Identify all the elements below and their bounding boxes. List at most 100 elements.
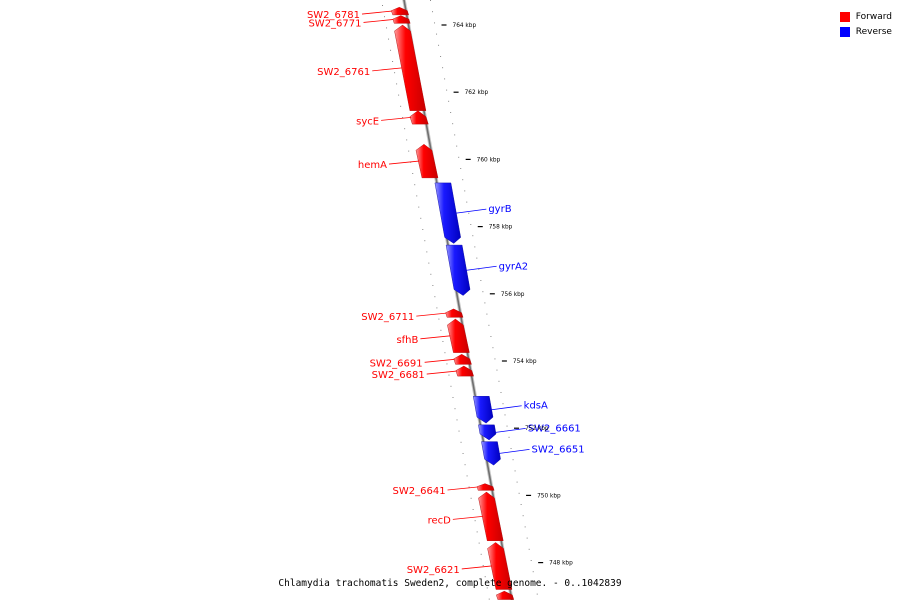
- minor-tick: [452, 397, 454, 398]
- gene-sycE[interactable]: sycE: [356, 110, 429, 128]
- gene-hemA[interactable]: hemA: [358, 144, 439, 179]
- minor-tick: [440, 56, 442, 57]
- gene-recD[interactable]: recD: [428, 491, 504, 541]
- minor-tick: [498, 380, 500, 382]
- gene-leader-line: [363, 19, 394, 23]
- gene-leader-line: [381, 117, 412, 121]
- gene-SW2_6761[interactable]: SW2_6761: [317, 24, 427, 111]
- gene-label: sfhB: [396, 335, 418, 346]
- minor-tick: [496, 369, 498, 371]
- minor-tick: [450, 112, 452, 113]
- gene-arrow[interactable]: [481, 441, 501, 466]
- gene-SW2_6691[interactable]: SW2_6691: [370, 354, 472, 369]
- minor-tick: [416, 195, 418, 197]
- minor-tick: [474, 246, 476, 248]
- gene-arrow[interactable]: [445, 308, 464, 318]
- minor-tick: [464, 190, 466, 192]
- minor-tick: [500, 392, 502, 393]
- minor-tick: [462, 179, 464, 181]
- gene-arrow[interactable]: [453, 354, 472, 365]
- gene-arrow[interactable]: [478, 491, 504, 541]
- gene-arrow[interactable]: [434, 182, 461, 244]
- minor-tick: [422, 229, 424, 230]
- minor-tick: [426, 251, 428, 253]
- minor-tick: [438, 318, 440, 320]
- gene-arrow[interactable]: [455, 365, 474, 377]
- minor-tick: [506, 425, 508, 427]
- gene-leader-line: [416, 312, 447, 317]
- gene-arrow[interactable]: [409, 110, 429, 125]
- minor-tick: [510, 448, 512, 449]
- gene-leader-line: [372, 67, 403, 72]
- forward-swatch: [839, 11, 850, 22]
- minor-tick: [390, 49, 392, 51]
- minor-tick: [526, 537, 528, 539]
- gene-leader-line: [426, 370, 457, 375]
- gene-gyrB[interactable]: gyrB: [434, 182, 512, 244]
- genome-caption: Chlamydia trachomatis Sweden2, complete …: [278, 578, 622, 589]
- gene-leader-line: [452, 516, 483, 520]
- gene-arrow[interactable]: [487, 542, 513, 590]
- minor-tick: [486, 587, 488, 589]
- gene-gyrA2[interactable]: gyrA2: [445, 244, 529, 296]
- gene-arrow[interactable]: [445, 244, 471, 296]
- gene-arrow[interactable]: [392, 15, 411, 24]
- minor-tick: [468, 486, 470, 488]
- minor-tick: [502, 403, 504, 405]
- minor-tick: [458, 430, 460, 432]
- minor-tick: [384, 16, 386, 18]
- minor-tick: [418, 206, 420, 208]
- gene-arrow[interactable]: [447, 318, 470, 353]
- minor-tick: [388, 38, 390, 40]
- minor-tick: [450, 385, 452, 387]
- minor-tick: [452, 123, 454, 125]
- minor-tick: [514, 470, 516, 472]
- gene-label: SW2_6711: [361, 312, 414, 323]
- legend: Forward Reverse: [839, 9, 892, 39]
- scale-tick-label: 752 kbp: [525, 426, 549, 432]
- gene-label: SW2_6771: [308, 18, 361, 29]
- scale-tick-label: 760 kbp: [477, 157, 501, 163]
- gene-arrow[interactable]: [473, 396, 494, 424]
- reverse-label: Reverse: [855, 26, 892, 37]
- gene-leader-line: [491, 405, 522, 411]
- gene-label: gyrA2: [499, 261, 529, 272]
- gene-leader-line: [447, 486, 478, 491]
- gene-SW2_6661[interactable]: SW2_6661: [478, 423, 581, 441]
- minor-tick: [440, 329, 442, 331]
- gene-SW2_6781[interactable]: SW2_6781: [307, 6, 409, 21]
- gene-label: kdsA: [524, 401, 548, 412]
- gene-kdsA[interactable]: kdsA: [473, 396, 548, 424]
- gene-SW2_6641[interactable]: SW2_6641: [393, 483, 495, 497]
- scale-tick-label: 758 kbp: [489, 225, 513, 231]
- minor-tick: [454, 408, 456, 410]
- gene-arrow[interactable]: [391, 6, 409, 16]
- gene-arrow[interactable]: [478, 424, 497, 441]
- gene-leader-line: [424, 358, 455, 363]
- gene-label: SW2_6651: [532, 444, 585, 455]
- minor-tick: [432, 11, 434, 13]
- minor-tick: [436, 307, 438, 309]
- minor-tick: [444, 78, 446, 80]
- minor-tick: [530, 560, 532, 561]
- minor-tick: [462, 453, 464, 454]
- gene-leader-line: [361, 10, 393, 15]
- minor-tick: [482, 291, 484, 293]
- minor-tick: [488, 598, 490, 600]
- gene-SW2_6621[interactable]: SW2_6621: [407, 542, 513, 590]
- gene-label: SW2_6761: [317, 67, 370, 78]
- gene-SW2_6681[interactable]: SW2_6681: [372, 365, 474, 381]
- legend-forward: Forward: [839, 9, 892, 24]
- minor-tick: [460, 441, 462, 443]
- gene-sfhB[interactable]: sfhB: [396, 318, 470, 353]
- minor-tick: [464, 464, 466, 466]
- gene-SW2_6711[interactable]: SW2_6711: [361, 308, 464, 323]
- minor-tick: [446, 89, 448, 91]
- gene-SW2_6771[interactable]: SW2_6771: [308, 15, 411, 30]
- gene-SW2_6651[interactable]: SW2_6651: [481, 441, 585, 466]
- minor-tick: [442, 341, 444, 342]
- minor-tick: [448, 374, 450, 376]
- gene-arrow[interactable]: [476, 483, 495, 491]
- gene-arrow[interactable]: [415, 144, 439, 179]
- minor-tick: [492, 347, 494, 349]
